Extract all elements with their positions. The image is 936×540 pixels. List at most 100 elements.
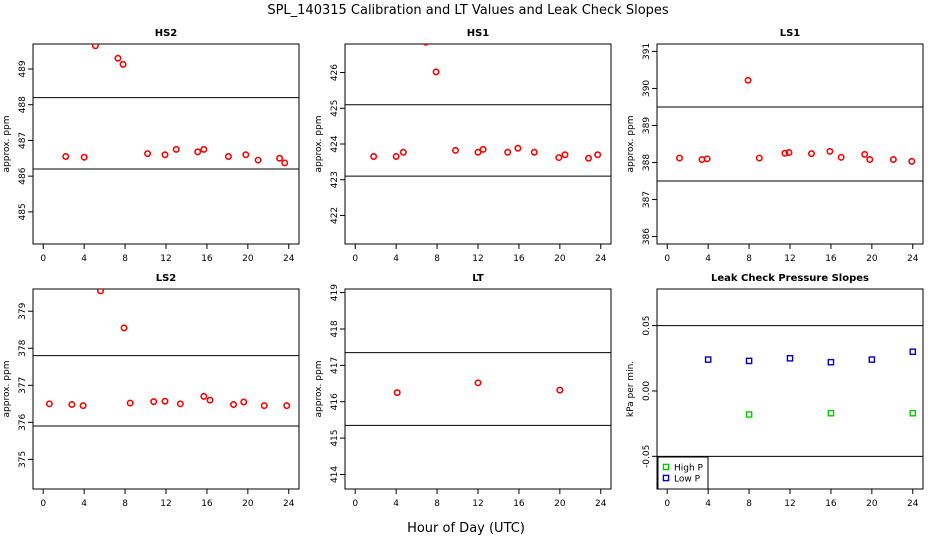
x-tick-label: 24 <box>595 499 607 509</box>
x-tick-label: 16 <box>825 254 837 264</box>
x-tick-label: 12 <box>472 499 483 509</box>
data-point <box>399 148 407 156</box>
data-point <box>45 400 53 408</box>
data-point <box>230 401 238 409</box>
panel-ls2: LS2 approx. ppm 0 4 8 12 16 20 24 375 376 377 378 379 <box>2 273 300 509</box>
y-axis-label: kPa per min. <box>626 361 636 417</box>
data-point <box>392 153 400 161</box>
x-tick-label: 16 <box>825 499 837 509</box>
y-tick-label: 419 <box>330 284 340 301</box>
x-tick-label: 12 <box>160 499 171 509</box>
data-point <box>422 44 429 46</box>
y-tick-label: 415 <box>330 429 340 446</box>
x-tick-label: 20 <box>866 499 878 509</box>
y-tick-label: -0.05 <box>642 445 652 468</box>
data-point <box>281 159 289 167</box>
data-point <box>479 145 487 153</box>
data-point <box>868 356 876 363</box>
data-point <box>555 154 563 162</box>
y-tick-label: 489 <box>18 60 28 77</box>
y-tick-label: 389 <box>642 117 652 134</box>
data-point <box>161 151 169 159</box>
data-point <box>126 399 134 407</box>
x-axis-label: Hour of Day (UTC) <box>407 521 525 536</box>
x-tick-label: 24 <box>283 499 295 509</box>
data-point <box>755 154 763 162</box>
y-axis-label: approx. ppm <box>2 361 12 418</box>
x-tick-label: 24 <box>283 254 295 264</box>
x-tick-label: 4 <box>705 499 711 509</box>
x-tick-label: 20 <box>242 254 254 264</box>
y-tick-label: 376 <box>18 413 28 430</box>
figure-title: SPL_140315 Calibration and LT Values and… <box>267 3 669 18</box>
plot-area <box>345 352 611 426</box>
data-point <box>504 148 512 156</box>
y-tick-label: 387 <box>642 191 652 208</box>
x-tick-label: 0 <box>352 499 358 509</box>
x-tick-label: 24 <box>907 499 919 509</box>
x-tick-label: 20 <box>554 254 566 264</box>
x-tick-label: 4 <box>81 499 87 509</box>
panel-ls1: LS1 approx. ppm 0 4 8 12 16 20 24 386 387 388 389 390… <box>626 28 924 264</box>
y-tick-label: 488 <box>18 96 28 113</box>
panel-title: LT <box>472 273 484 284</box>
y-tick-label: 391 <box>642 43 652 60</box>
x-tick-label: 24 <box>907 254 919 264</box>
x-tick-label: 4 <box>81 254 87 264</box>
data-point <box>594 151 602 159</box>
data-point <box>260 402 268 410</box>
data-point <box>584 154 592 162</box>
data-point <box>889 156 897 164</box>
x-tick-label: 8 <box>122 499 128 509</box>
data-point <box>194 148 202 156</box>
data-point <box>161 397 169 405</box>
panel-title: HS1 <box>467 28 490 39</box>
data-point <box>827 358 835 366</box>
data-point <box>908 157 916 165</box>
data-point <box>68 401 76 409</box>
y-axis-label: approx. ppm <box>314 116 324 173</box>
y-tick-label: 418 <box>330 320 340 337</box>
data-point <box>514 144 522 152</box>
y-tick-label: 377 <box>18 377 28 394</box>
x-tick-label: 12 <box>784 499 795 509</box>
data-point <box>80 153 88 161</box>
y-axis-label: approx. ppm <box>2 116 12 173</box>
x-tick-label: 0 <box>40 254 46 264</box>
legend-label: High P <box>674 464 704 474</box>
data-point <box>150 398 158 406</box>
data-point <box>79 402 87 410</box>
plot-frame <box>344 43 612 245</box>
x-tick-label: 0 <box>664 499 670 509</box>
panel-title: LS1 <box>780 28 801 39</box>
data-point <box>530 148 538 156</box>
data-point <box>826 147 834 155</box>
panel-hs1: HS1 approx. ppm 0 4 8 12 16 20 24 422 423 424 425 426 <box>314 28 612 264</box>
data-point <box>745 357 753 365</box>
data-point <box>785 149 793 157</box>
x-tick-label: 20 <box>242 499 254 509</box>
y-axis-label: approx. ppm <box>626 116 636 173</box>
data-point <box>474 148 482 156</box>
data-point <box>676 154 684 162</box>
data-point <box>474 379 482 387</box>
plot-area <box>345 44 611 177</box>
y-tick-label: 423 <box>330 171 340 188</box>
data-point <box>781 149 789 157</box>
data-point <box>114 54 122 62</box>
x-tick-label: 12 <box>160 254 171 264</box>
y-tick-label: 416 <box>330 393 340 410</box>
data-point <box>827 409 835 417</box>
data-point <box>704 356 712 363</box>
x-tick-label: 8 <box>434 499 440 509</box>
panel-lt: LT approx. ppm 0 4 8 12 16 20 24 414 415 416 417 418 4… <box>314 273 612 509</box>
plot-frame <box>344 288 612 490</box>
data-point <box>432 68 440 76</box>
data-point <box>393 389 401 397</box>
plot-area <box>33 289 299 427</box>
x-tick-label: 4 <box>705 254 711 264</box>
y-tick-label: 486 <box>18 167 28 184</box>
data-point <box>909 348 917 356</box>
data-point <box>120 324 128 332</box>
